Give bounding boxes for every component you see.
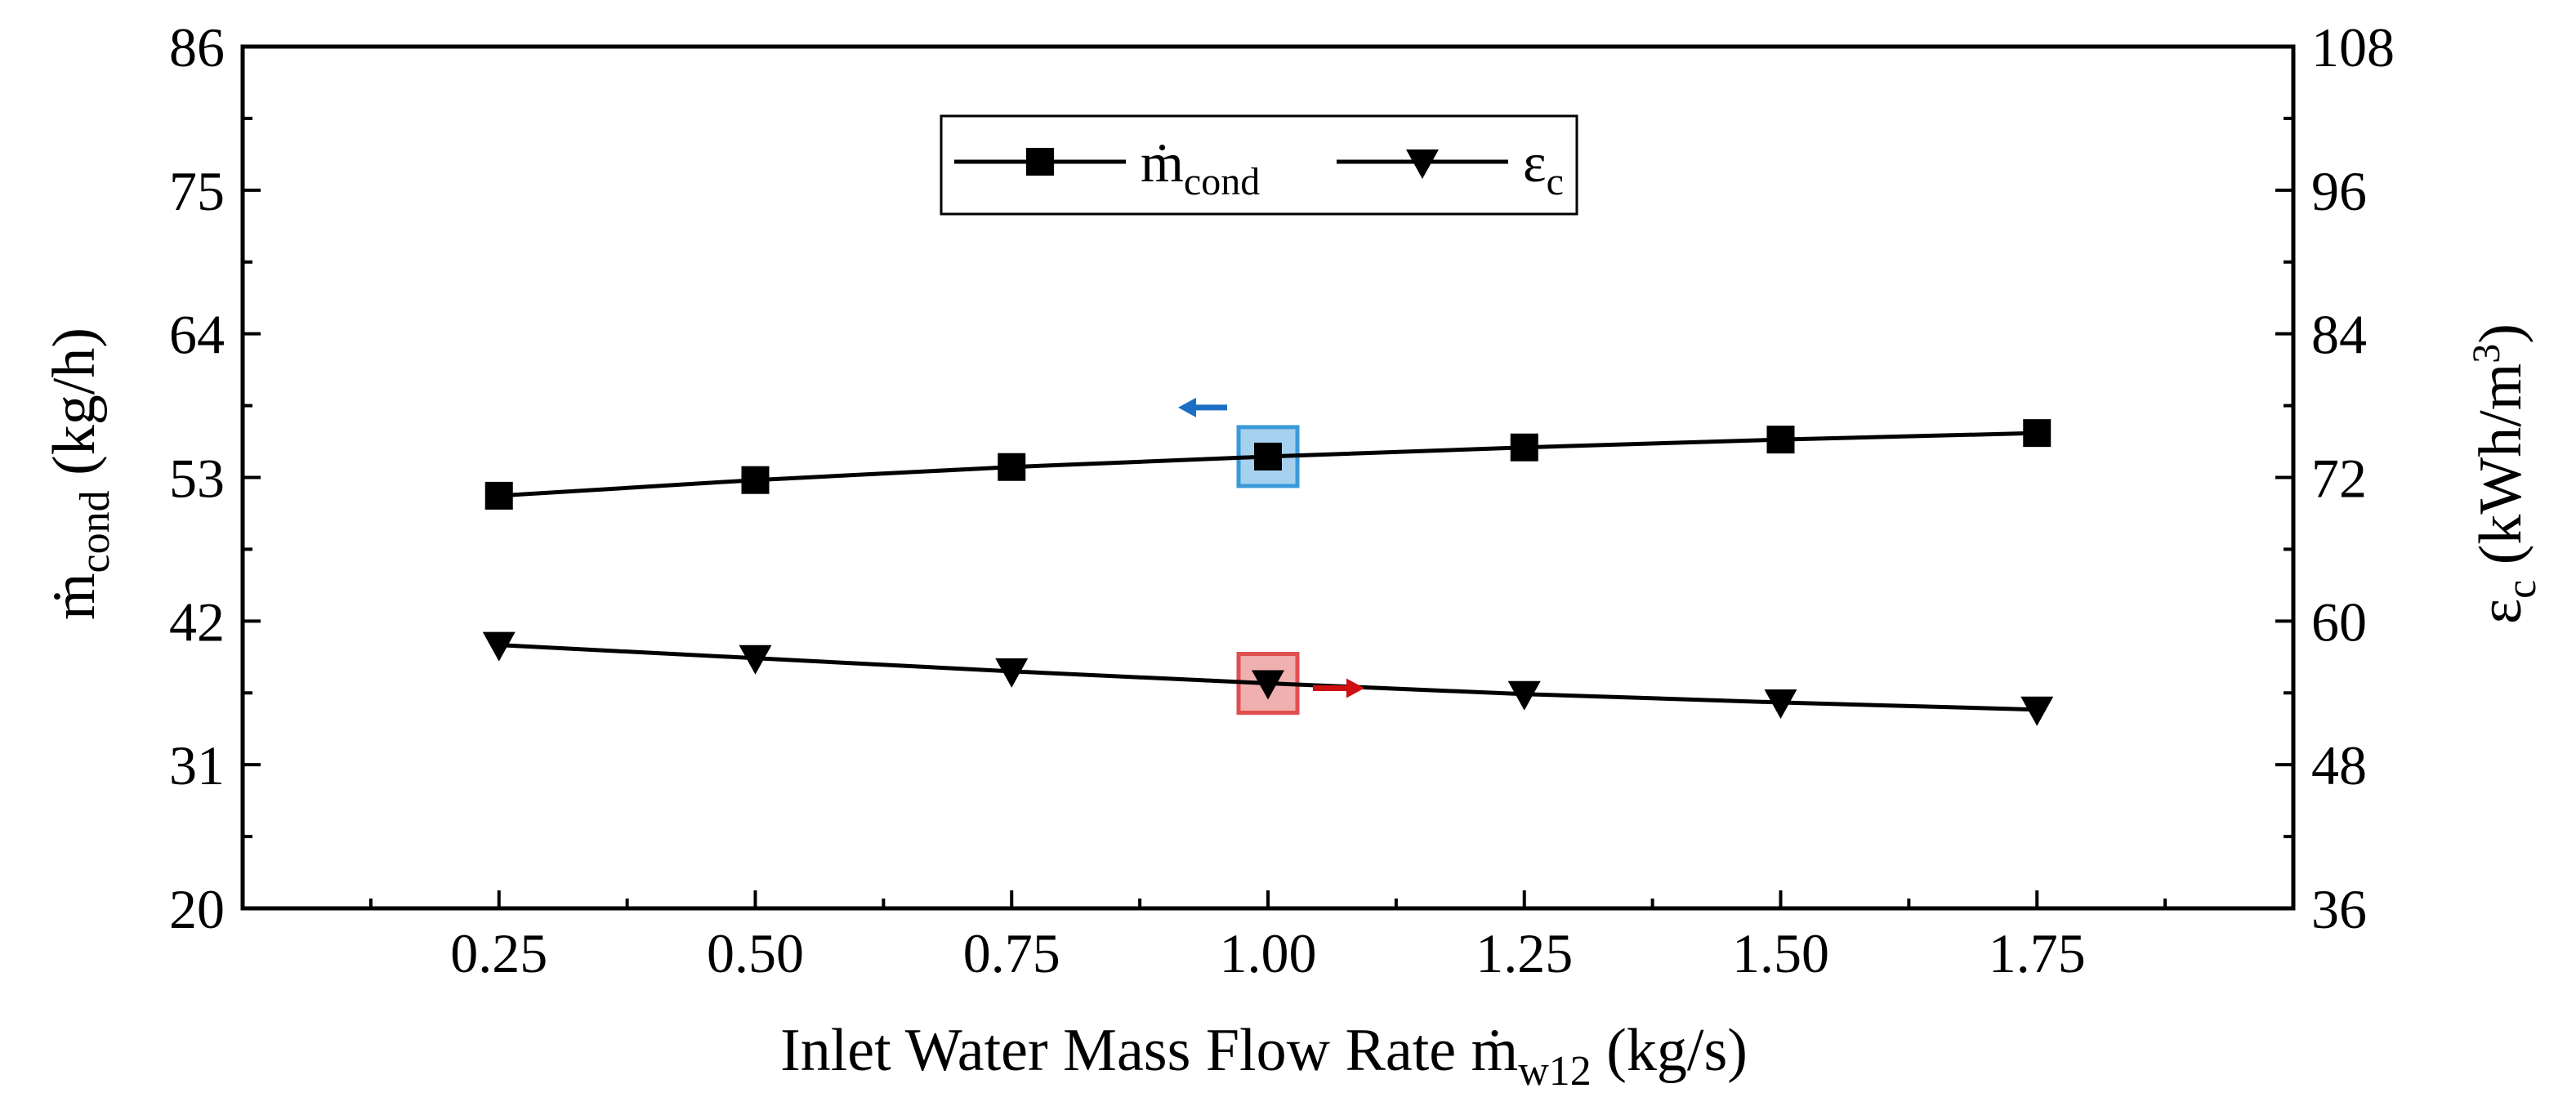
arrow-left-head (1178, 397, 1196, 417)
y-left-tick-labels: 20 31 42 53 64 75 86 (169, 16, 225, 940)
x-axis-title: Inlet Water Mass Flow Rate ṁw12 (kg/s) (780, 1017, 1748, 1095)
marker-triangle-series-1 (995, 658, 1029, 688)
y-right-tick-label: 96 (2311, 160, 2367, 222)
axes (240, 44, 2296, 911)
y-left-tick-label: 42 (169, 591, 225, 653)
y-right-axis-title: εc (kWh/m3) (2465, 323, 2545, 624)
series-markers (482, 419, 2054, 726)
y-right-tick-label: 60 (2311, 591, 2367, 653)
y-left-tick-label: 53 (169, 448, 225, 510)
y-right-tick-label: 36 (2311, 878, 2367, 940)
x-tick-label: 0.75 (963, 922, 1060, 984)
y-left-tick-label: 64 (169, 304, 225, 366)
y-left-axis-title: ṁcond (kg/h) (41, 328, 118, 620)
legend-label-series-0: ṁcond (1141, 132, 1260, 203)
marker-square-series-0 (2023, 419, 2051, 448)
y-right-tick-labels: 36 48 60 72 84 96 108 (2311, 16, 2395, 940)
marker-triangle-series-1 (2020, 696, 2054, 726)
marker-square-series-0 (998, 453, 1026, 481)
marker-square-series-0 (741, 466, 770, 494)
x-tick-labels: 0.25 0.50 0.75 1.00 1.25 1.50 1.75 (450, 922, 2086, 984)
y-right-tick-label: 84 (2311, 304, 2367, 366)
x-tick-label: 0.25 (450, 922, 547, 984)
axis-direction-arrows (1178, 397, 1364, 698)
legend: ṁcond εc (940, 114, 1578, 216)
y-right-tick-label: 48 (2311, 734, 2367, 796)
y-left-tick-label: 20 (169, 878, 225, 940)
marker-triangle-series-1 (1507, 680, 1541, 711)
legend-marker-series-0 (1026, 148, 1054, 176)
x-tick-label: 1.00 (1220, 922, 1317, 984)
marker-square-series-0 (1766, 426, 1795, 454)
x-tick-label: 0.50 (707, 922, 804, 984)
marker-triangle-series-1 (1252, 670, 1284, 700)
y-right-tick-label: 108 (2311, 16, 2395, 78)
marker-square-series-0 (484, 481, 513, 510)
legend-label-series-1: εc (1523, 132, 1564, 203)
y-left-tick-label: 86 (169, 16, 225, 78)
y-right-tick-label: 72 (2311, 448, 2367, 510)
marker-square-series-0 (1510, 433, 1538, 462)
legend-marker-series-1 (1406, 149, 1439, 179)
arrow-right-head (1346, 678, 1364, 698)
y-left-tick-label: 75 (169, 160, 225, 222)
marker-triangle-series-1 (482, 631, 516, 662)
x-tick-label: 1.25 (1476, 922, 1573, 984)
marker-triangle-series-1 (1764, 689, 1797, 719)
x-tick-label: 1.50 (1732, 922, 1829, 984)
marker-square-series-0 (1254, 442, 1282, 471)
y-left-tick-label: 31 (169, 734, 225, 796)
x-tick-label: 1.75 (1989, 922, 2086, 984)
marker-triangle-series-1 (739, 644, 772, 675)
